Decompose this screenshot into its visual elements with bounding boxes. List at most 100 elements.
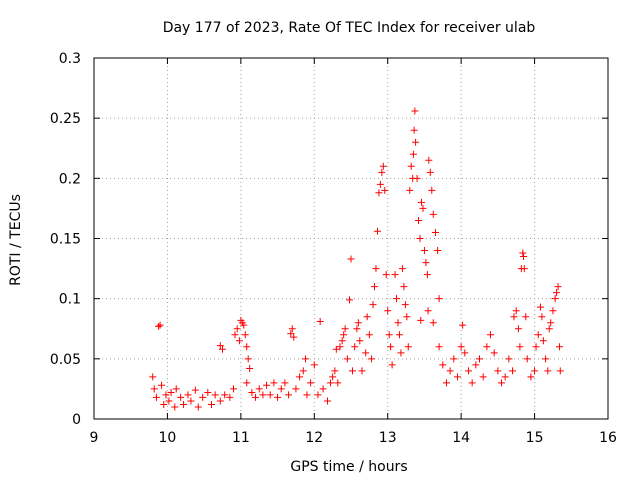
data-point [545,325,553,333]
data-point [285,391,293,399]
x-tick-label: 11 [232,430,250,446]
data-point [410,126,418,134]
data-point [376,180,384,188]
data-point [314,391,322,399]
data-point [226,393,234,401]
data-point [468,379,476,387]
data-point [187,397,195,405]
data-point [259,391,267,399]
data-point [243,379,251,387]
data-point [476,355,483,363]
data-point [194,403,202,411]
data-point [446,367,454,375]
data-point [340,331,348,339]
y-axis-label: ROTI / TECUs [8,194,24,286]
data-point [431,228,439,236]
data-point [184,391,192,399]
data-point [395,331,403,339]
data-point [155,322,163,330]
data-point [429,210,437,218]
data-point [167,389,175,397]
x-tick-label: 15 [526,430,544,446]
data-point [435,343,443,351]
data-point [156,321,164,329]
data-point [384,307,392,315]
data-point [274,393,282,401]
data-point [453,373,461,381]
data-point [547,319,555,327]
data-point [375,189,383,197]
data-point [356,337,364,345]
data-point [281,379,289,387]
data-point [514,325,522,333]
data-point [362,349,370,357]
data-point [556,343,564,351]
data-point [490,349,498,357]
data-point [378,168,386,176]
data-point [426,168,434,176]
data-point [498,379,506,387]
data-point [365,331,373,339]
data-point [412,138,420,146]
data-point [401,301,409,309]
data-point [363,313,371,321]
data-point [523,355,531,363]
data-point [165,397,173,405]
data-point [332,345,340,353]
data-point [172,385,180,393]
data-point [288,325,296,333]
data-point [336,343,344,351]
y-tick-label: 0.05 [50,352,81,368]
data-point [316,318,324,326]
data-point [542,355,550,363]
data-point [199,393,207,401]
data-point [353,325,361,333]
data-point [407,162,415,170]
data-point [296,373,304,381]
data-point [368,355,376,363]
data-point [388,361,396,369]
data-point [354,319,362,327]
data-point [429,319,437,327]
data-point [343,355,351,363]
data-point [216,342,224,350]
data-point [231,331,239,339]
chart-title: Day 177 of 2023, Rate Of TEC Index for r… [163,20,536,36]
data-point [346,296,354,304]
data-point [519,249,527,257]
data-point [532,343,540,351]
data-point [246,364,254,372]
data-point [270,379,278,387]
data-point [459,321,467,329]
data-point [422,259,430,267]
data-point [310,361,318,369]
data-point [244,355,252,363]
data-point [347,255,355,263]
data-point [334,379,342,387]
data-point [230,385,238,393]
data-point [538,313,546,321]
data-point [461,349,469,357]
data-point [324,397,332,405]
data-point [331,367,339,375]
data-point [180,401,188,409]
data-point [248,389,256,397]
data-point [240,321,248,329]
data-point [381,186,389,194]
data-point [301,355,309,363]
data-point [411,107,419,115]
y-tick-label: 0.2 [59,171,81,187]
data-point [397,349,405,357]
y-tick-label: 0 [72,412,81,428]
data-point [483,343,491,351]
data-point [263,381,271,389]
data-point [382,271,390,279]
data-point [512,307,520,315]
data-point [534,331,542,339]
data-point [409,150,417,158]
data-point [450,355,458,363]
data-point [536,303,544,311]
data-point [290,333,298,341]
y-tick-label: 0.15 [50,232,81,248]
